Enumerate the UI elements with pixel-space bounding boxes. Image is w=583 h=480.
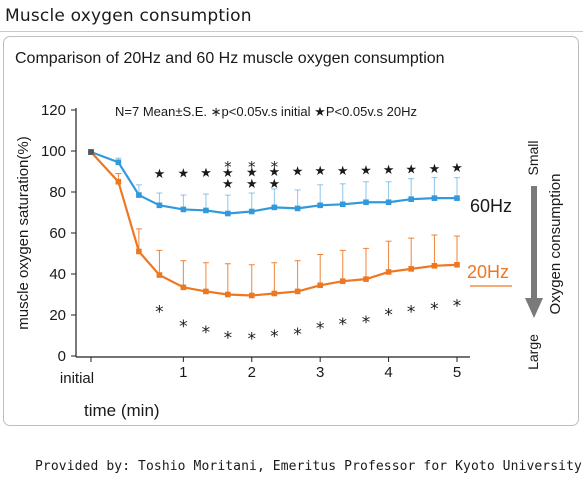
point-20hz <box>363 276 369 282</box>
point-20hz <box>317 282 323 289</box>
asterisk-20hz: * <box>293 325 302 345</box>
asterisk-20hz: * <box>339 315 348 335</box>
y-tick-label: 80 <box>49 184 66 201</box>
legend-60hz-label: 60Hz <box>470 196 512 216</box>
chart-panel <box>3 36 579 426</box>
point-20hz <box>454 261 460 268</box>
point-60hz <box>431 195 438 201</box>
x-tick-label: 5 <box>453 364 461 381</box>
point-20hz <box>408 266 414 272</box>
asterisk-20hz: * <box>362 313 371 333</box>
y-tick-label: 100 <box>41 143 66 160</box>
point-60hz <box>203 207 209 214</box>
point-60hz <box>408 196 414 202</box>
star-20hz: ★ <box>246 165 258 180</box>
x-tick-label: 2 <box>248 364 256 381</box>
star-20hz-row2: ★ <box>222 177 234 192</box>
asterisk-60hz: * <box>248 158 256 176</box>
point-60hz <box>454 195 460 201</box>
point-60hz <box>271 204 278 211</box>
star-20hz: ★ <box>178 167 190 182</box>
point-60hz <box>115 159 122 166</box>
point-20hz <box>385 269 392 275</box>
arrow-bottom-label: Large <box>525 334 541 370</box>
point-20hz <box>225 291 231 298</box>
point-20hz <box>115 178 122 185</box>
y-tick-label: 120 <box>41 102 66 119</box>
header-divider <box>0 31 583 32</box>
arrow-top-label: Small <box>525 140 541 175</box>
asterisk-20hz: * <box>384 306 393 326</box>
star-20hz: ★ <box>429 162 441 177</box>
asterisk-20hz: * <box>155 303 164 323</box>
star-20hz: ★ <box>292 165 304 180</box>
star-20hz: ★ <box>383 163 395 178</box>
point-60hz <box>225 210 231 217</box>
star-20hz: ★ <box>405 163 417 178</box>
point-60hz <box>180 206 187 213</box>
x-tick-label: 3 <box>316 364 324 381</box>
point-60hz <box>363 199 369 206</box>
point-60hz <box>156 202 163 209</box>
star-20hz: ★ <box>269 165 281 180</box>
y-tick-label: 0 <box>58 348 66 365</box>
point-20hz <box>431 263 438 269</box>
arrow-shaft <box>531 186 537 300</box>
y-tick-label: 20 <box>49 307 66 324</box>
point-60hz <box>339 201 346 208</box>
point-20hz <box>294 288 301 295</box>
y-tick-label: 60 <box>49 225 66 242</box>
asterisk-20hz: * <box>430 300 439 320</box>
point-60hz <box>294 205 301 212</box>
point-20hz <box>180 284 187 291</box>
point-20hz <box>248 292 255 299</box>
star-20hz: ★ <box>451 161 463 176</box>
legend-20hz-label: 20Hz <box>467 262 509 282</box>
point-60hz <box>385 199 392 206</box>
star-20hz: ★ <box>200 166 212 181</box>
star-20hz: ★ <box>314 164 326 179</box>
arrow-side-label: Oxygen consumption <box>547 174 564 315</box>
x-tick-label: initial <box>60 370 94 387</box>
x-axis-label: time (min) <box>84 401 160 420</box>
point-20hz <box>339 278 346 284</box>
page-title: Muscle oxygen consumption <box>5 6 252 26</box>
x-tick-label: 4 <box>384 364 392 381</box>
star-20hz: ★ <box>222 166 234 181</box>
asterisk-20hz: * <box>179 317 188 337</box>
y-tick-label: 40 <box>49 266 66 283</box>
x-tick-label: 1 <box>179 364 187 381</box>
credit-line: Provided by: Toshio Moritani, Emeritus P… <box>35 459 582 474</box>
asterisk-20hz: * <box>224 328 233 348</box>
point-20hz <box>271 290 278 297</box>
asterisk-20hz: * <box>407 303 416 323</box>
asterisk-20hz: * <box>248 329 257 349</box>
star-20hz-row2: ★ <box>246 177 258 192</box>
star-20hz: ★ <box>360 163 372 178</box>
y-axis-label: muscle oxygen saturation(%) <box>15 136 32 329</box>
point-20hz <box>156 272 163 278</box>
star-20hz: ★ <box>154 167 166 182</box>
point-20hz <box>203 288 209 295</box>
point-20hz <box>88 149 94 155</box>
asterisk-60hz: * <box>271 158 279 176</box>
asterisk-20hz: * <box>270 327 279 347</box>
asterisk-60hz: * <box>224 158 232 176</box>
star-20hz-row2: ★ <box>269 177 281 192</box>
point-20hz <box>136 248 142 255</box>
chart-title: Comparison of 20Hz and 60 Hz muscle oxyg… <box>15 50 445 67</box>
asterisk-20hz: * <box>453 296 462 316</box>
star-20hz: ★ <box>337 164 349 179</box>
asterisk-20hz: * <box>316 319 325 339</box>
point-60hz <box>248 208 255 215</box>
chart-note: N=7 Mean±S.E. ∗p<0.05v.s initial ★P<0.05… <box>115 104 417 119</box>
point-60hz <box>317 202 323 209</box>
asterisk-20hz: * <box>202 323 211 343</box>
arrow-head <box>525 298 543 318</box>
point-60hz <box>136 192 142 198</box>
